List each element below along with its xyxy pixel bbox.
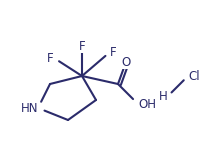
Text: O: O [121, 55, 131, 69]
Text: F: F [47, 51, 54, 65]
Text: HN: HN [21, 101, 38, 115]
Text: F: F [79, 39, 85, 53]
Text: Cl: Cl [188, 69, 200, 83]
Text: H: H [159, 89, 168, 103]
Text: F: F [110, 45, 117, 59]
Text: OH: OH [138, 97, 156, 111]
